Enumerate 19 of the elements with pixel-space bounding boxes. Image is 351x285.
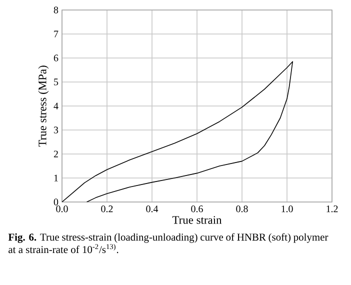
x-tick-label: 0.4: [146, 206, 158, 212]
y-tick-label: 2: [54, 150, 58, 158]
y-tick-label: 1: [54, 174, 58, 182]
y-tick-label: 4: [54, 102, 58, 110]
y-axis-title: True stress (MPa): [38, 66, 49, 147]
x-tick-label: 1.0: [282, 206, 293, 212]
x-tick-label: 0.8: [236, 206, 248, 212]
x-tick-label: 0.0: [56, 206, 68, 212]
x-tick-label: 0.2: [101, 206, 113, 212]
y-tick-label: 5: [54, 78, 58, 86]
y-tick-label: 0: [54, 198, 58, 206]
text: Fig. 6. True stress-strain (loading-unloading) curve of HNBR (soft) polymer at a strain-rate of 10$^{-2}$/s$^{13)}$.: [8, 233, 328, 254]
x-axis-title: True strain: [172, 216, 222, 224]
y-tick-label: 6: [54, 54, 58, 62]
y-tick-label: 8: [54, 6, 58, 14]
x-tick-label: 0.6: [191, 206, 203, 212]
x-tick-label: 1.2: [326, 206, 338, 212]
y-tick-label: 7: [54, 30, 58, 38]
y-tick-label: 3: [54, 126, 58, 134]
